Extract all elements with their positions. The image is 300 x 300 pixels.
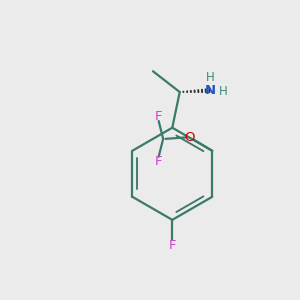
Text: N: N	[205, 84, 216, 97]
Text: H: H	[206, 71, 214, 84]
Text: F: F	[169, 238, 176, 252]
Text: H: H	[219, 85, 228, 98]
Text: O: O	[184, 131, 195, 144]
Text: F: F	[155, 110, 162, 123]
Text: F: F	[155, 154, 162, 168]
